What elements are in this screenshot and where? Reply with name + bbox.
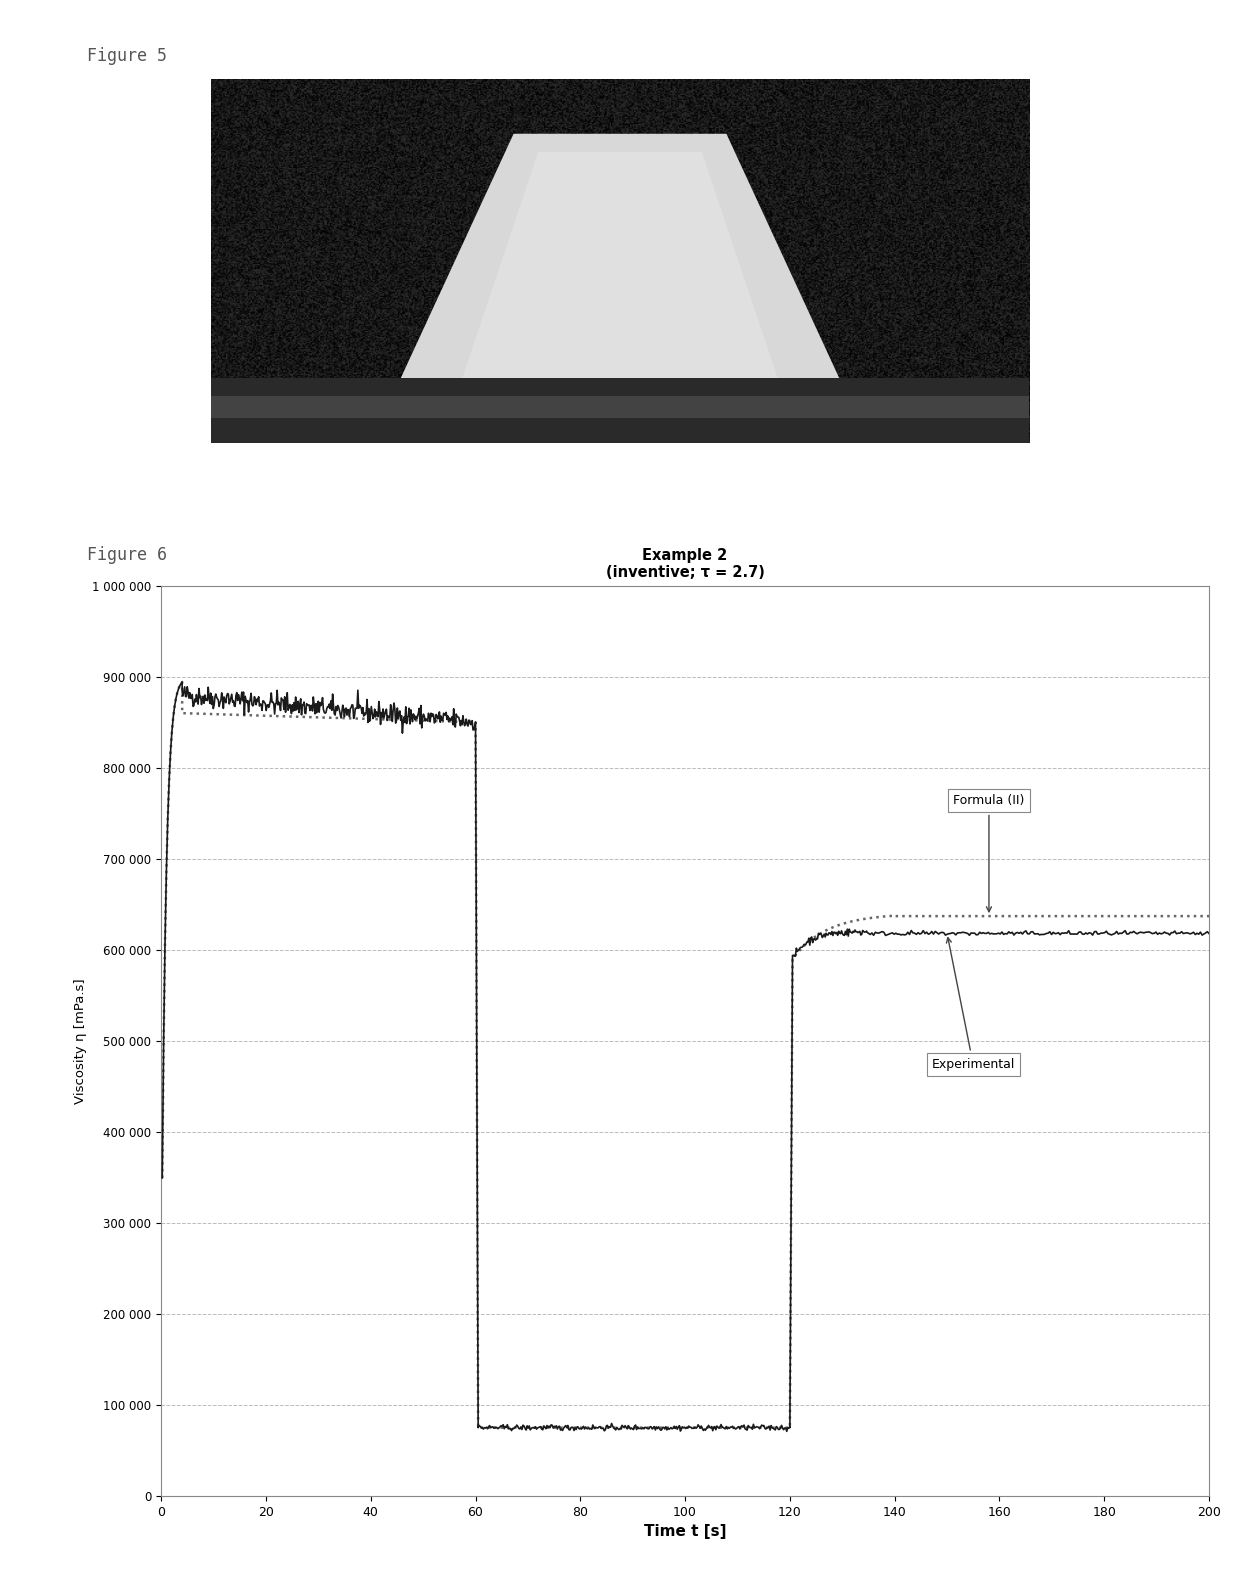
Text: Formula (II): Formula (II)	[954, 795, 1024, 912]
Polygon shape	[456, 152, 784, 396]
Polygon shape	[211, 378, 1029, 443]
Title: Example 2
(inventive; τ = 2.7): Example 2 (inventive; τ = 2.7)	[605, 548, 765, 581]
Text: Figure 6: Figure 6	[87, 546, 167, 564]
Polygon shape	[211, 396, 1029, 418]
X-axis label: Time t [s]: Time t [s]	[644, 1524, 727, 1539]
Y-axis label: Viscosity η [mPa.s]: Viscosity η [mPa.s]	[73, 978, 87, 1103]
Text: Experimental: Experimental	[931, 937, 1014, 1072]
Polygon shape	[391, 135, 849, 399]
Text: Figure 5: Figure 5	[87, 47, 167, 65]
